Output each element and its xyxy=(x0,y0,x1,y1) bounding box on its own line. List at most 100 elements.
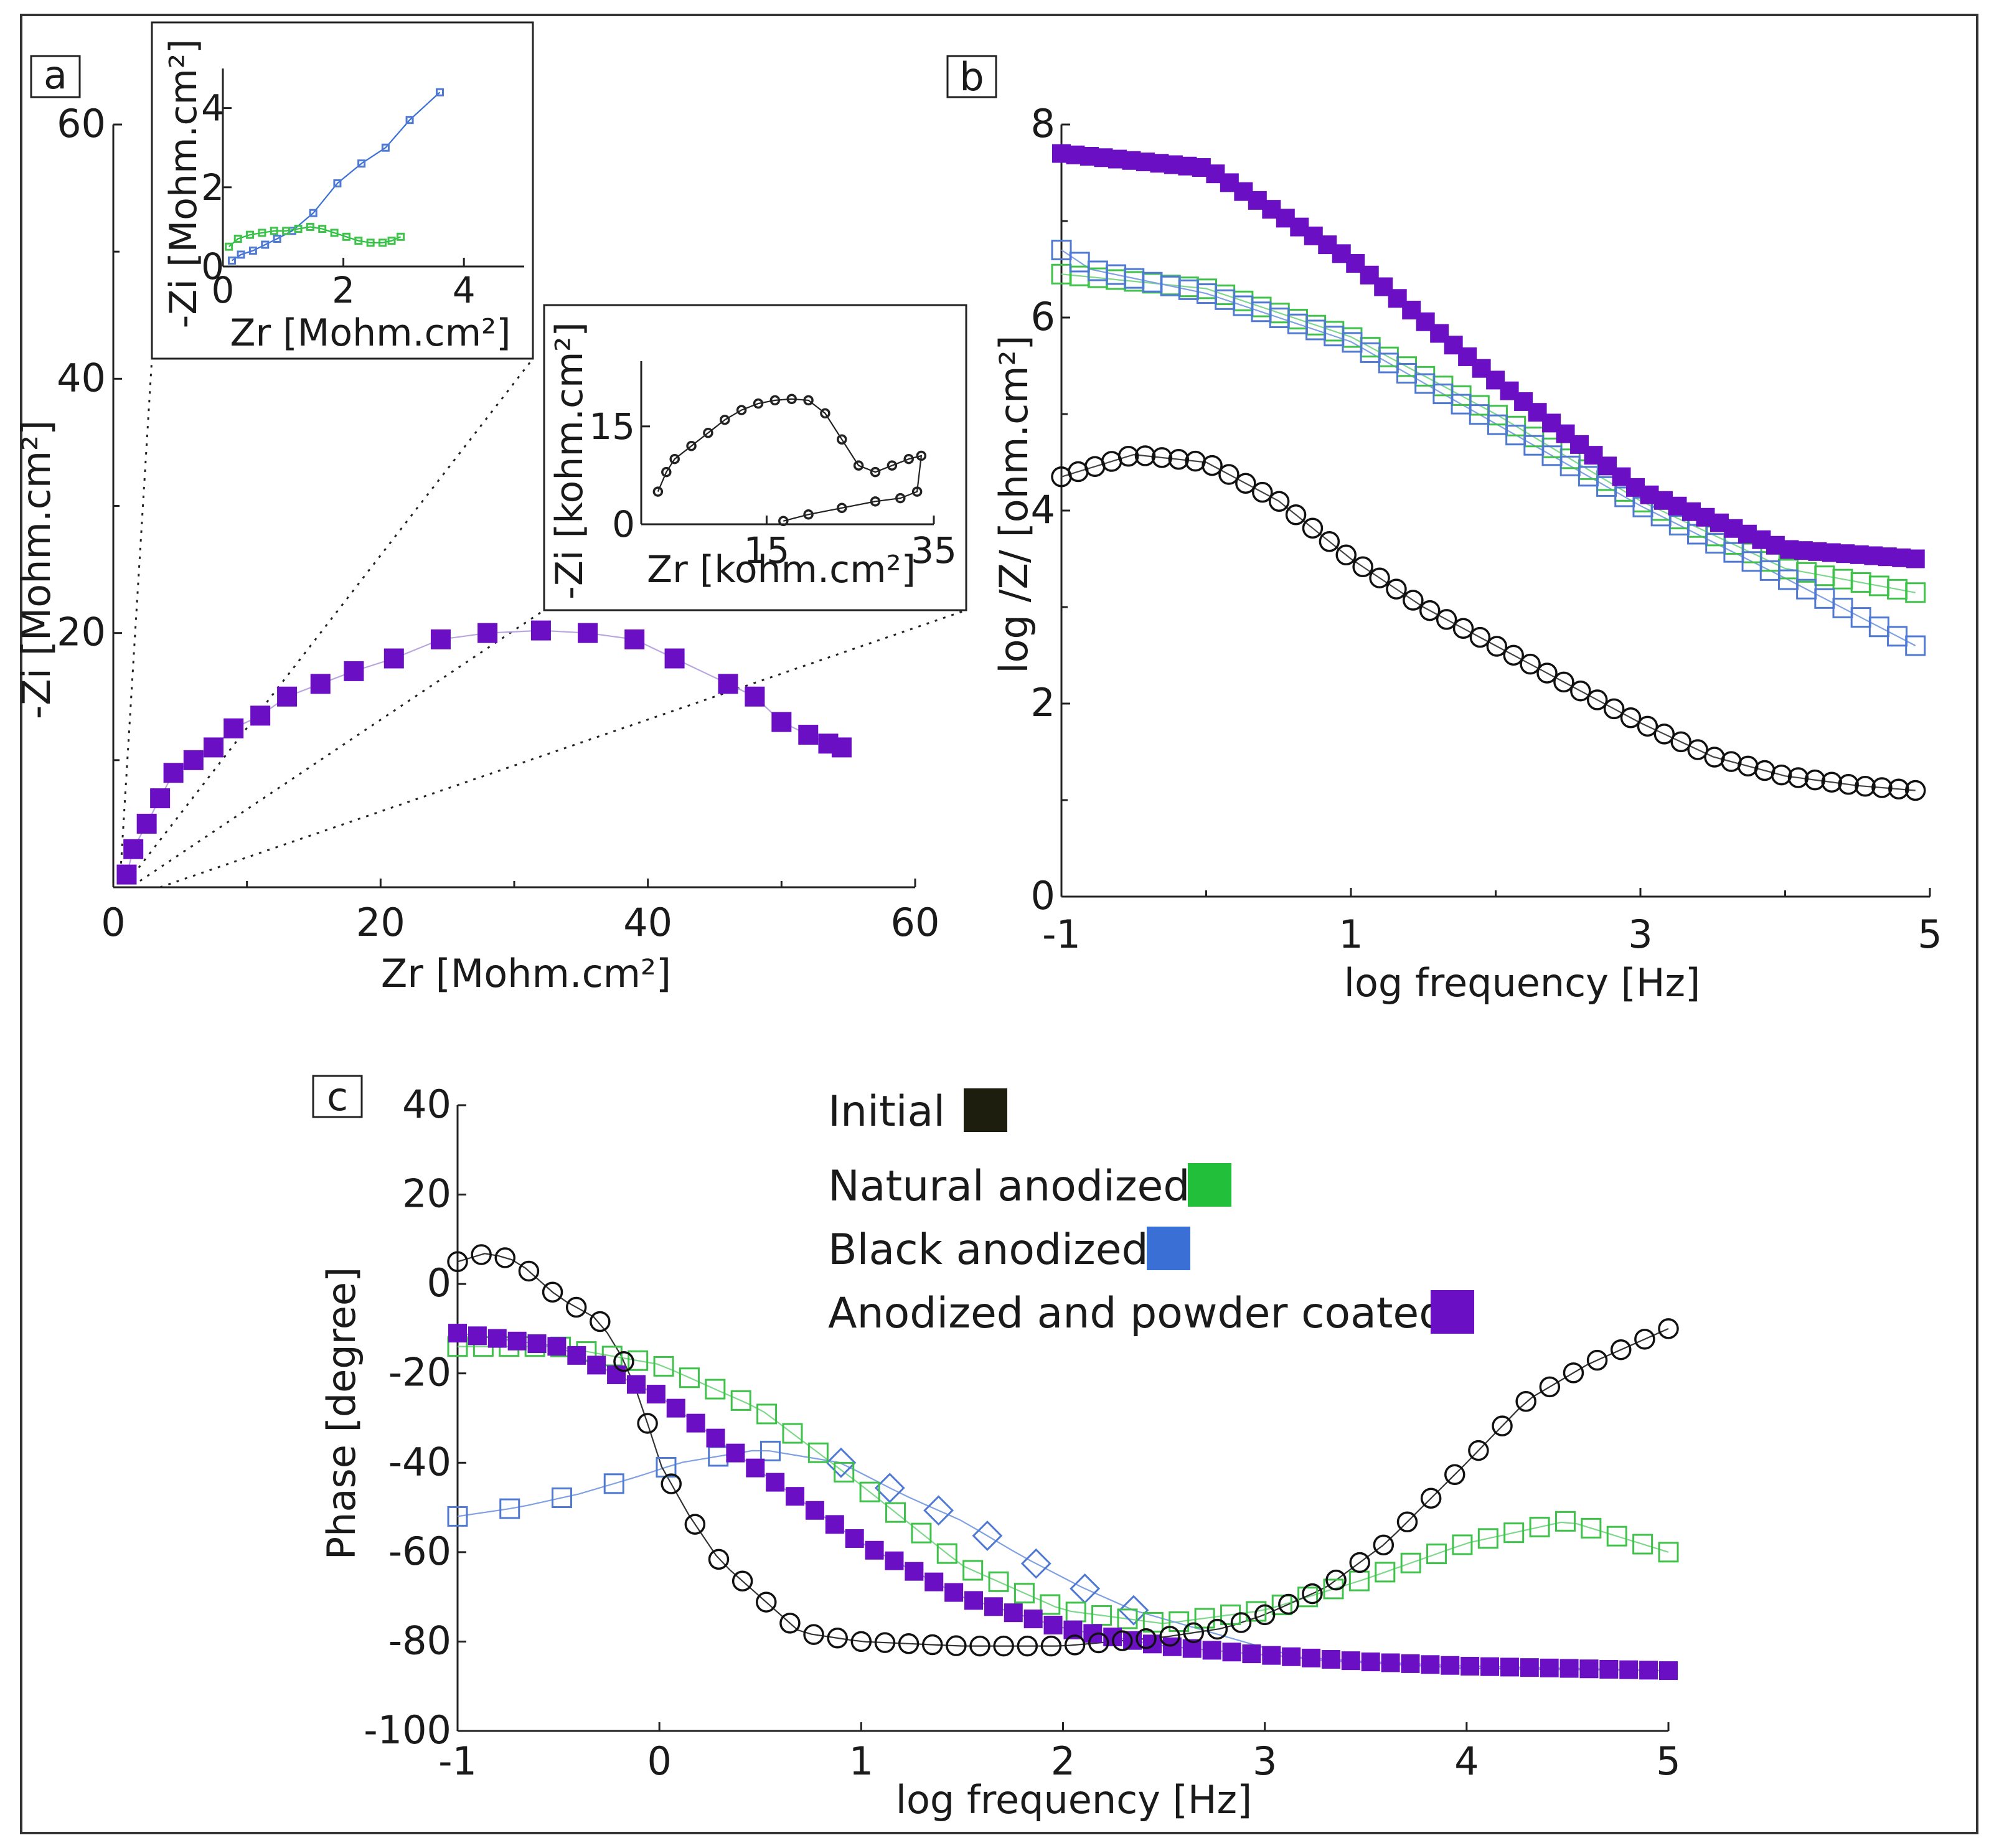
panel-c-point-natural xyxy=(1503,1522,1525,1544)
inset-1-frame xyxy=(151,21,534,360)
panel-c-point-coated xyxy=(1302,1648,1321,1667)
panel-a-point xyxy=(477,623,498,643)
panel-b-ytick-label: 4 xyxy=(1031,487,1055,532)
panel-c-point-natural xyxy=(730,1390,751,1411)
panel-a-point xyxy=(383,648,404,669)
panel-c-point-initial xyxy=(1112,1630,1133,1651)
inset-1-point-natural xyxy=(294,225,303,233)
panel-c-point-initial xyxy=(1610,1339,1632,1360)
legend-swatch-black xyxy=(1147,1227,1190,1270)
inset-2-point-initial xyxy=(803,395,814,406)
panel-c-point-coated xyxy=(468,1326,487,1346)
panel-c-point-initial xyxy=(1302,1583,1323,1605)
panel-a-point xyxy=(204,737,223,758)
inset-2-point-initial xyxy=(820,408,830,419)
inset-1-point-black xyxy=(309,209,317,217)
panel-c-point-coated xyxy=(1321,1650,1340,1669)
panel-c-point-coated xyxy=(726,1443,745,1463)
panel-c-fit-natural xyxy=(458,1346,1669,1624)
panel-b-xtick-label: 3 xyxy=(1628,912,1652,957)
inset-1-point-black xyxy=(357,159,366,168)
panel-b: b -1 1 3 5 0 2 4 6 8 log frequency [Hz] log /Z/ … xyxy=(946,54,1942,1006)
panel-c-point-initial xyxy=(590,1311,611,1332)
panel-b-point-initial xyxy=(1117,446,1139,467)
panel-b-point-black xyxy=(1505,425,1526,446)
inset-2-point-initial xyxy=(753,398,764,409)
panel-c-point-natural xyxy=(1169,1611,1190,1633)
panel-c-point-initial xyxy=(969,1635,990,1657)
panel-c-point-coated xyxy=(1559,1659,1579,1678)
panel-a-point xyxy=(136,813,157,834)
panel-a-point xyxy=(798,725,819,745)
panel-b-point-initial xyxy=(1570,680,1591,702)
panel-c-fit-initial xyxy=(457,1253,1669,1647)
panel-c-point-black xyxy=(972,1520,1003,1551)
panel-c-point-initial xyxy=(684,1514,706,1535)
panel-c-point-coated xyxy=(1361,1652,1380,1672)
inset-1-point-black xyxy=(273,234,281,243)
panel-c-point-coated xyxy=(746,1458,765,1478)
panel-c-point-initial xyxy=(1183,1622,1205,1643)
panel-b-point-initial xyxy=(1637,715,1658,737)
panel-c-ytick-label: -100 xyxy=(364,1707,451,1753)
panel-c-point-coated xyxy=(1480,1657,1500,1676)
panel-a-ytick-label: 20 xyxy=(57,610,106,655)
panel-c-xtick-label: 4 xyxy=(1454,1738,1479,1784)
panel-b-point-coated xyxy=(1906,549,1925,568)
panel-b-point-initial xyxy=(1302,517,1324,539)
panel-c-point-coated xyxy=(1579,1659,1599,1679)
panel-b-point-initial xyxy=(1787,767,1809,788)
inset-1-point-natural xyxy=(282,227,291,235)
panel-b-point-black xyxy=(1541,445,1563,466)
panel-b-point-initial xyxy=(1838,774,1859,795)
panel-a-ylabel: -Zi [Mohm.cm²] xyxy=(14,420,59,719)
panel-a-point xyxy=(150,788,171,809)
panel-c-point-natural xyxy=(1426,1544,1447,1565)
panel-c-point-black xyxy=(499,1498,520,1519)
panel-c-xtick-label: 3 xyxy=(1253,1738,1277,1784)
panel-c-point-natural xyxy=(1040,1594,1061,1615)
inset-1-point-natural xyxy=(354,237,363,245)
panel-b-xtick-label: 5 xyxy=(1917,912,1942,957)
panel-c-point-coated xyxy=(1639,1661,1658,1680)
legend-label-black: Black anodized xyxy=(828,1225,1149,1275)
inset-1-ytick-label: 0 xyxy=(201,245,224,288)
panel-c: c -1 0 1 2 3 4 5 40 20 0 -20 -40 -60 -80 -100 log freq… xyxy=(312,1074,1681,1822)
panel-a-point xyxy=(831,737,852,758)
panel-c-xlabel: log frequency [Hz] xyxy=(896,1777,1252,1822)
panel-b-point-initial xyxy=(1335,544,1357,566)
inset-1-xlabel: Zr [Mohm.cm²] xyxy=(230,311,510,355)
panel-c-ytick-label: -20 xyxy=(388,1350,451,1395)
panel-c-point-natural xyxy=(653,1355,674,1377)
panel-c-xtick-label: 2 xyxy=(1051,1738,1075,1784)
panel-c-point-black xyxy=(1118,1595,1149,1626)
inset-2-point-initial xyxy=(895,493,906,504)
panel-b-point-initial xyxy=(1888,778,1909,800)
panel-c-point-initial xyxy=(1017,1635,1038,1657)
panel-c-point-coated xyxy=(1619,1660,1639,1679)
panel-c-point-coated xyxy=(944,1583,964,1602)
panel-c-point-natural xyxy=(1606,1525,1627,1547)
panel-c-point-initial xyxy=(1254,1604,1276,1626)
panel-c-point-initial xyxy=(898,1633,920,1654)
inset-1-ylabel: -Zi [Mohm.cm²] xyxy=(162,39,205,329)
panel-c-point-coated xyxy=(1142,1634,1162,1654)
panel-c-point-initial xyxy=(803,1624,824,1645)
panel-b-ytick-label: 6 xyxy=(1031,294,1055,339)
panel-c-point-coated xyxy=(964,1591,984,1610)
panel-c-point-natural xyxy=(807,1442,829,1463)
panel-b-xtick-label: 1 xyxy=(1338,912,1363,957)
inset-1-point-black xyxy=(435,88,444,97)
panel-c-point-coated xyxy=(706,1428,725,1448)
panel-c-point-initial xyxy=(827,1628,848,1649)
panel-c-point-natural xyxy=(1117,1608,1138,1629)
panel-c-point-coated xyxy=(567,1346,586,1365)
panel-c-point-natural xyxy=(988,1571,1009,1592)
panel-c-point-natural xyxy=(1581,1517,1602,1539)
panel-a-point xyxy=(344,661,364,681)
inset-2-point-initial xyxy=(736,405,747,415)
panel-b-point-black xyxy=(1051,240,1072,260)
panel-a-xtick-label: 40 xyxy=(623,900,672,945)
